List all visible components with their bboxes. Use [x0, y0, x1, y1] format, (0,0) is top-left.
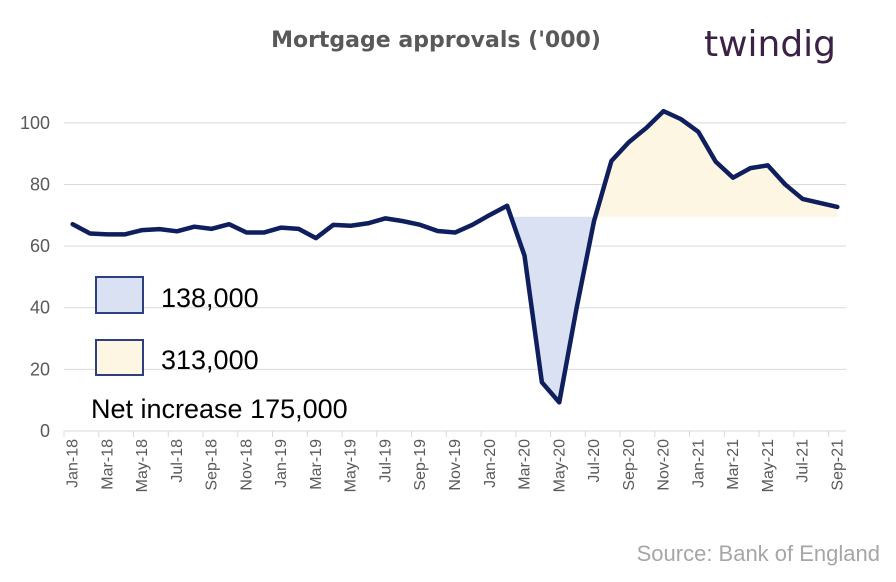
legend-label-surplus: 313,000 — [161, 345, 259, 375]
y-tick-label: 0 — [40, 421, 50, 441]
x-tick-label: Mar-18 — [99, 439, 116, 490]
brand-logo: twindig — [704, 24, 836, 65]
x-tick-label: May-20 — [551, 439, 568, 492]
x-tick-label: Jul-20 — [586, 439, 603, 483]
y-tick-label: 100 — [20, 113, 50, 133]
y-tick-label: 20 — [30, 359, 50, 379]
x-tick-label: Jan-21 — [690, 439, 707, 488]
legend-swatch-shortfall — [95, 276, 144, 314]
x-tick-label: Nov-20 — [656, 439, 673, 491]
x-tick-label: Nov-19 — [447, 439, 464, 491]
x-tick-label: Jul-21 — [795, 439, 812, 483]
chart-title: Mortgage approvals ('000) — [271, 28, 601, 53]
x-tick-label: Jan-20 — [482, 439, 499, 488]
gridlines — [64, 122, 846, 370]
source-note: Source: Bank of England — [637, 541, 880, 566]
x-tick-label: Sep-20 — [621, 439, 638, 491]
x-tick-label: Sep-21 — [829, 439, 846, 491]
x-tick-label: Jul-18 — [169, 439, 186, 483]
x-tick-label: May-18 — [134, 439, 151, 492]
net-increase-label: Net increase 175,000 — [91, 394, 348, 424]
series-line — [70, 108, 840, 405]
x-tick-label: Nov-18 — [238, 439, 255, 491]
x-tick-label: Jul-19 — [377, 439, 394, 483]
x-tick-label: Mar-21 — [725, 439, 742, 490]
x-tick-label: May-21 — [760, 439, 777, 492]
legend-swatch-surplus — [95, 339, 144, 376]
x-axis — [63, 430, 846, 437]
mortgage-approvals-line — [70, 108, 840, 405]
x-tick-label: Mar-19 — [308, 439, 325, 490]
x-tick-label: Sep-18 — [204, 439, 221, 491]
shaded-areas — [511, 111, 838, 403]
x-tick-label: Sep-19 — [412, 439, 429, 491]
x-tick-label: Mar-20 — [517, 439, 534, 490]
x-tick-label: May-19 — [343, 439, 360, 492]
y-tick-labels: 0 20 40 60 80 100 — [20, 113, 50, 441]
y-tick-label: 80 — [30, 174, 50, 194]
shortfall-area — [511, 216, 596, 403]
y-tick-label: 40 — [30, 298, 50, 318]
y-tick-label: 60 — [30, 236, 50, 256]
legend-label-shortfall: 138,000 — [161, 283, 259, 313]
x-tick-label: Jan-18 — [65, 439, 82, 488]
x-tick-label: Jan-19 — [273, 439, 290, 488]
x-tick-labels: Jan-18 Mar-18 May-18 Jul-18 Sep-18 Nov-18 Jan-… — [65, 439, 847, 492]
